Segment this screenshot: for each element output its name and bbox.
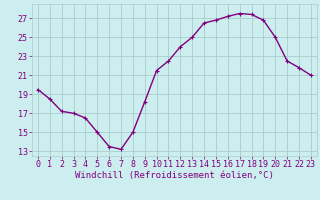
X-axis label: Windchill (Refroidissement éolien,°C): Windchill (Refroidissement éolien,°C) <box>75 171 274 180</box>
